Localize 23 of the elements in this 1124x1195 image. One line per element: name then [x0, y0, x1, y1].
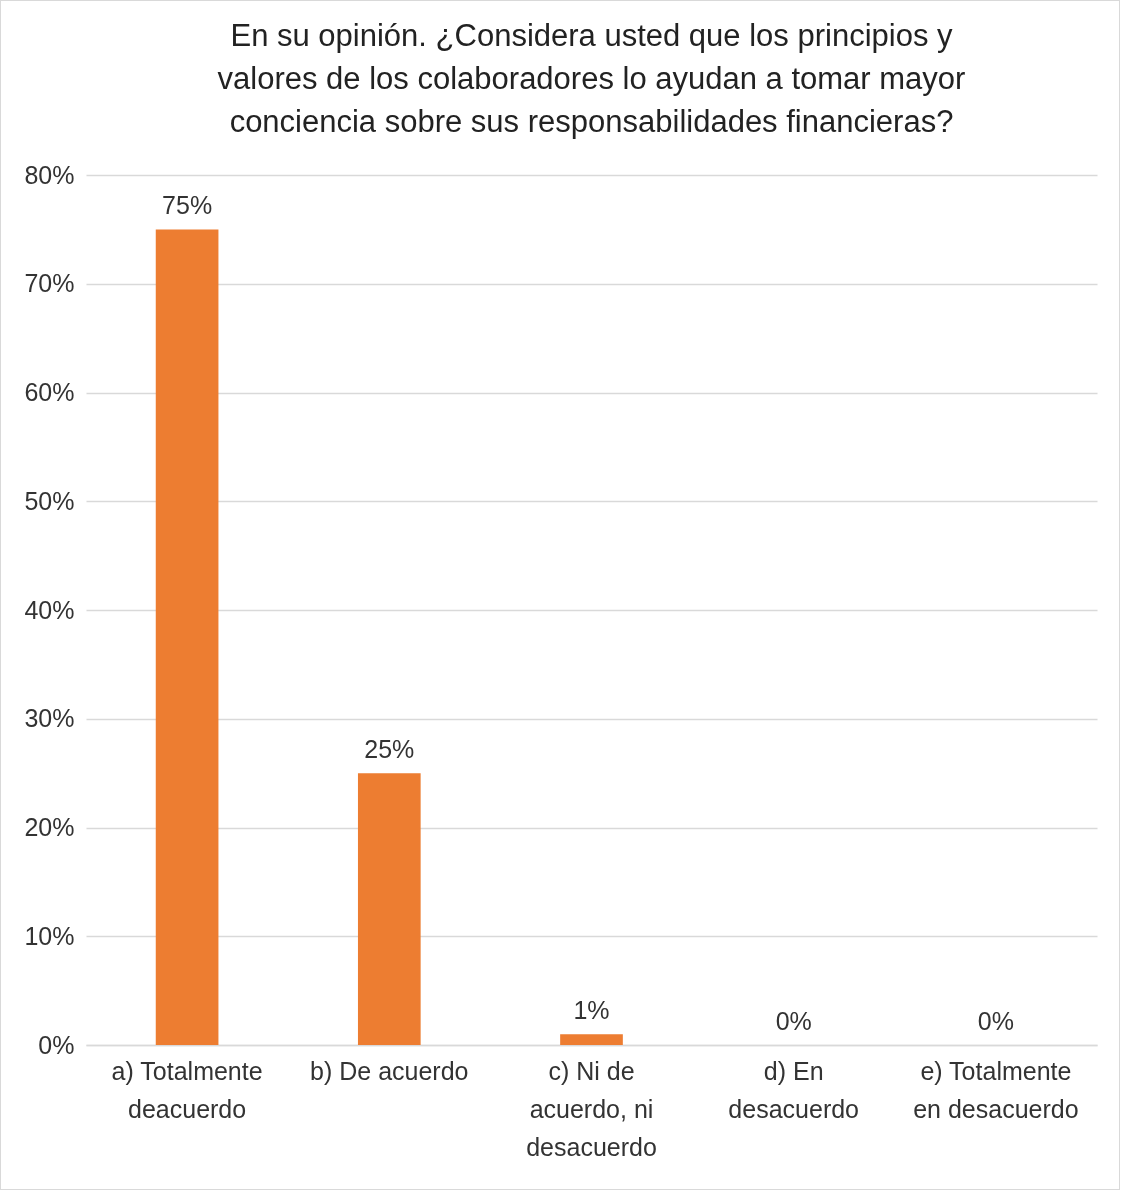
x-tick-label: c) Ni de acuerdo, ni desacuerdo: [526, 1056, 657, 1161]
bar: [560, 1034, 623, 1045]
y-tick-label: 50%: [24, 486, 75, 515]
y-tick-label: 30%: [24, 704, 75, 733]
chart-title: En su opinión. ¿Considera usted que los principios y valores de los colaboradores lo ayudan a tomar mayor conciencia sobre sus responsabilidades financieras?: [217, 18, 966, 139]
data-label: 0%: [775, 1007, 812, 1035]
y-tick-label: 60%: [24, 378, 75, 406]
x-tick-label: e) Totalmente en desacuerdo: [913, 1056, 1079, 1123]
x-tick-label: b) De acuerdo: [310, 1056, 469, 1085]
x-tick-label: d) En desacuerdo: [728, 1056, 860, 1123]
y-tick-label: 0%: [38, 1030, 75, 1059]
data-label: 25%: [364, 735, 415, 764]
data-label: 75%: [162, 191, 213, 220]
data-label: 0%: [977, 1007, 1014, 1035]
y-tick-label: 40%: [24, 595, 75, 624]
bar: [155, 229, 219, 1045]
y-tick-label: 20%: [24, 813, 75, 841]
bar: [357, 773, 421, 1045]
y-tick-label: 80%: [24, 160, 75, 189]
y-tick-label: 70%: [24, 269, 75, 298]
y-tick-label: 10%: [24, 921, 75, 950]
x-tick-label: a) Totalmente deacuerdo: [111, 1056, 263, 1123]
data-label: 1%: [573, 996, 610, 1025]
